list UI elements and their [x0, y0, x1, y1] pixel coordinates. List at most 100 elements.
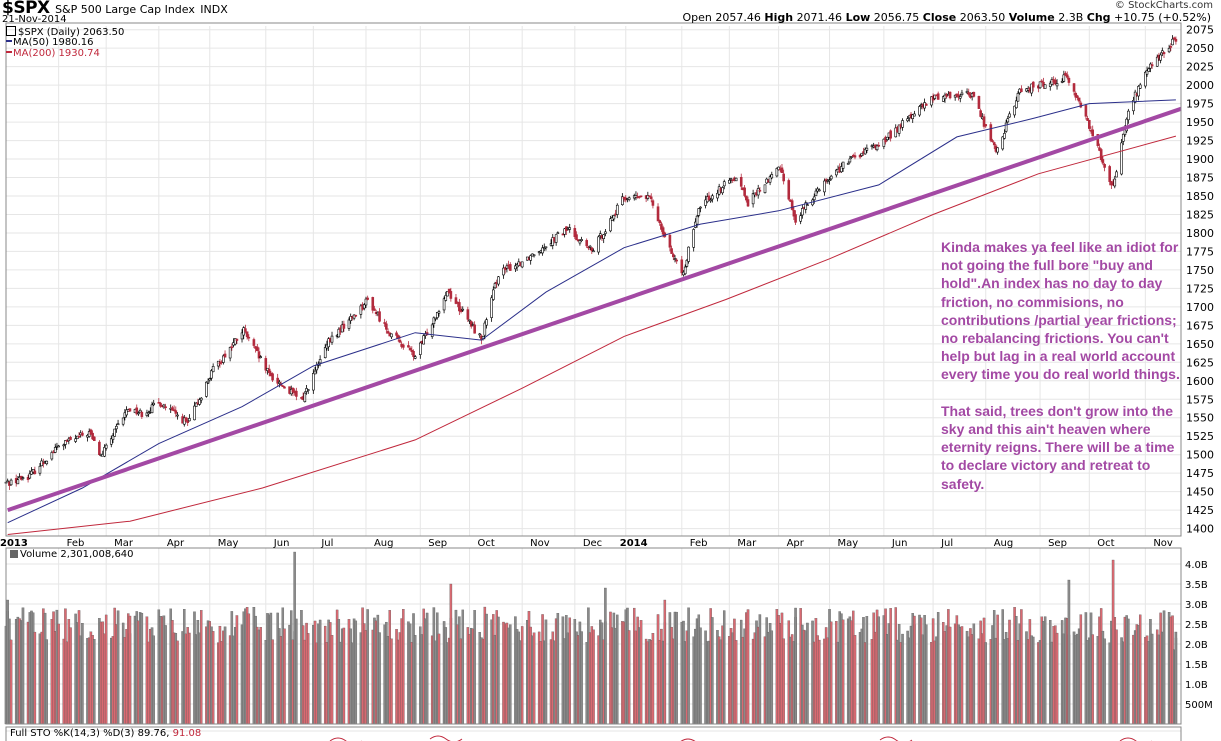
candle-body — [198, 399, 201, 405]
price-tick-label: 1925 — [1186, 135, 1214, 148]
ma50-swatch — [6, 40, 12, 42]
volume-bar — [402, 609, 405, 725]
sto-line — [1119, 737, 1152, 741]
candle-body — [194, 402, 198, 407]
candle-body — [1077, 97, 1081, 102]
candle-body — [763, 184, 767, 193]
candle-body — [982, 116, 986, 127]
volume-bar — [1162, 610, 1166, 725]
price-tick-label: 1650 — [1186, 338, 1214, 351]
volume-bar — [497, 616, 500, 725]
candle-body — [777, 166, 780, 171]
volume-axis-labels: 500M 1.0B 1.5B 2.0B 2.5B 3.0B 3.5B 4.0B — [1185, 560, 1213, 711]
candle-body — [1072, 83, 1076, 92]
candle-body — [1064, 72, 1067, 76]
candle-body — [1120, 142, 1123, 175]
legend-ma200: MA(200) 1930.74 — [6, 48, 100, 59]
candle-body — [1127, 110, 1130, 121]
candle-body — [222, 355, 225, 363]
candle-body — [598, 233, 602, 237]
candle-body — [437, 311, 441, 314]
candle-body — [751, 193, 755, 205]
candle-body — [658, 220, 662, 224]
candle-body — [230, 346, 234, 349]
date-tick-label: Sep — [428, 538, 447, 549]
candle-body — [295, 390, 298, 397]
candle-body — [1169, 46, 1173, 48]
volume-bar — [806, 622, 809, 725]
candle-body — [894, 127, 898, 138]
candle-body — [1076, 95, 1079, 98]
candle-body — [125, 409, 128, 416]
date-tick-label: Sep — [1048, 538, 1067, 549]
volume-bar-peak — [128, 615, 132, 725]
candle-body — [818, 189, 821, 192]
candle-legend-icon — [6, 26, 16, 36]
candle-body — [906, 118, 909, 122]
candle-body — [746, 199, 750, 207]
volume-bar — [1008, 619, 1011, 725]
candle-body — [174, 410, 178, 414]
candle-body — [739, 177, 743, 187]
candle-body — [104, 444, 108, 449]
low-label: Low — [845, 11, 871, 24]
candle-body — [276, 377, 279, 384]
volume-bar — [354, 620, 358, 725]
volume-bar — [378, 632, 381, 725]
candle-body — [806, 204, 809, 206]
candle-body — [722, 181, 726, 187]
candle-body — [152, 402, 156, 406]
volume-bar — [1032, 636, 1035, 725]
trendline — [7, 106, 1182, 512]
candle-body — [835, 169, 838, 176]
candle-body — [745, 195, 748, 201]
volume-bar — [1115, 629, 1118, 725]
volume-bar — [485, 613, 488, 725]
volume-bar-peak — [604, 587, 607, 725]
candle-body — [490, 297, 493, 318]
candle-body — [6, 480, 9, 483]
candle-body — [228, 347, 232, 359]
candle-body — [1132, 100, 1135, 112]
close-value: 2063.50 — [959, 11, 1006, 24]
price-axis-labels: 1400 1425 1450 1475 1500 1525 1550 1575 1600 1625… — [1186, 24, 1214, 536]
price-tick-label: 1475 — [1186, 467, 1214, 480]
candle-body — [50, 452, 54, 460]
candle-body — [137, 412, 140, 415]
volume-tick-label: 1.0B — [1185, 680, 1208, 691]
candle-body — [897, 124, 901, 134]
volume-bar — [509, 624, 512, 725]
volume-bar — [770, 630, 774, 725]
candle-body — [113, 428, 116, 437]
volume-bar — [1020, 609, 1023, 725]
candle-body — [364, 298, 368, 306]
candle-body — [1145, 70, 1149, 75]
candle-body — [889, 130, 892, 139]
candle-body — [492, 289, 495, 300]
volume-bar — [342, 627, 346, 725]
candle-body — [1065, 74, 1069, 78]
candle-body — [578, 240, 582, 244]
volume-bar — [330, 635, 334, 725]
date-tick-label: Mar — [737, 538, 757, 549]
candle-body — [430, 324, 434, 337]
candle-body — [685, 259, 689, 267]
candle-body — [541, 247, 544, 254]
candle-body — [850, 156, 853, 158]
candle-body — [609, 218, 612, 232]
candle-body — [508, 264, 512, 271]
volume-bar — [69, 627, 72, 725]
candle-body — [1038, 81, 1042, 89]
candle-body — [395, 332, 398, 336]
candle-body — [860, 152, 864, 156]
candle-body — [709, 199, 712, 202]
candle-body — [505, 265, 509, 269]
volume-bar — [592, 629, 595, 725]
candle-body — [193, 405, 196, 421]
volume-bar — [437, 633, 441, 725]
candle-body — [402, 344, 405, 348]
candle-body — [1031, 81, 1035, 88]
candle-body — [996, 147, 999, 153]
candle-body — [461, 308, 465, 311]
price-tick-label: 2025 — [1186, 61, 1214, 74]
